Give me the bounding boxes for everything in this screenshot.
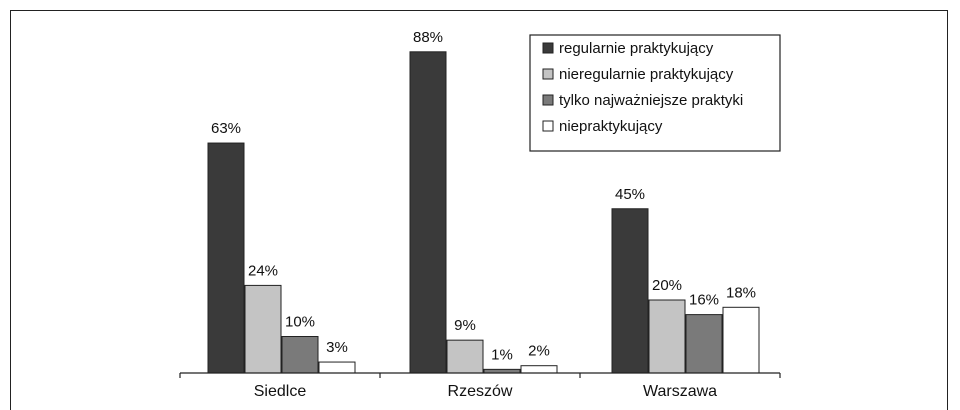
value-label: 18% [726,284,756,301]
chart-frame [10,10,948,410]
legend-label: tylko najważniejsze praktyki [559,92,743,109]
category-labels: Siedlce Rzeszów Warszawa [254,383,717,400]
value-label: 10% [285,314,315,331]
value-label: 24% [248,262,278,279]
bar [611,208,649,374]
bar [281,336,319,374]
legend-label: regularnie praktykujący [559,40,714,57]
value-labels-layer: 63% 88% 45% 24% 9% 20% 10% 1% 16% 3% 2% 18% [211,29,756,364]
legend-swatch [542,42,554,54]
bar [409,51,447,374]
legend-label: nieregularnie praktykujący [559,66,734,83]
bar-chart: 63% 88% 45% 24% 9% 20% 10% 1% 16% 3% 2% 18% Siedlce… [179,29,781,400]
legend: regularnie praktykujący nieregularnie pr… [529,34,781,152]
legend-label: niepraktykujący [559,118,663,135]
category-label: Rzeszów [448,383,513,400]
legend-item: regularnie praktykujący [542,40,714,57]
value-label: 16% [689,292,719,309]
bar [446,339,484,374]
value-label: 1% [491,346,513,363]
category-label: Warszawa [643,383,717,400]
category-label: Siedlce [254,383,307,400]
bar [244,284,282,374]
value-label: 20% [652,277,682,294]
legend-item: tylko najważniejsze praktyki [542,92,743,109]
legend-swatch [542,120,554,132]
legend-swatch [542,94,554,106]
bar [648,299,686,374]
bar [318,361,356,374]
x-axis-ticks [179,373,781,378]
bar [722,306,760,374]
value-label: 3% [326,339,348,356]
legend-item: niepraktykujący [542,118,663,135]
value-label: 2% [528,343,550,360]
legend-box [529,34,781,152]
bar [207,142,245,374]
legend-item: nieregularnie praktykujący [542,66,734,83]
value-label: 9% [454,317,476,334]
value-label: 63% [211,120,241,137]
legend-swatch [542,68,554,80]
bar [520,365,558,374]
value-label: 88% [413,29,443,46]
bar [685,314,723,374]
value-label: 45% [615,186,645,203]
